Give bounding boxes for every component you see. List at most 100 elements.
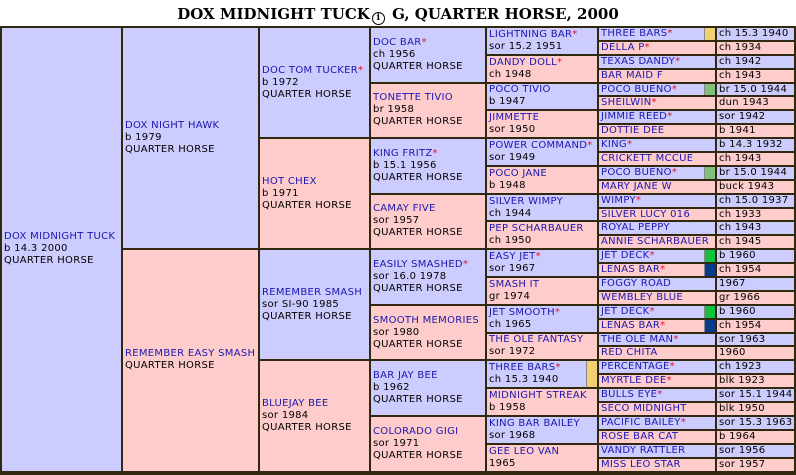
horse-name-link[interactable]: FOGGY ROAD	[601, 278, 672, 289]
horse-name-line: PACIFIC BAILEY*	[601, 417, 686, 429]
horse-name-link[interactable]: COLORADO GIGI	[373, 425, 459, 437]
horse-name-link[interactable]: THREE BARS	[601, 28, 668, 39]
horse-name-link[interactable]: DOC TOM TUCKER	[262, 64, 358, 76]
horse-name-link[interactable]: SHEILWIN	[601, 97, 652, 109]
horse-details: gr 1966	[717, 291, 794, 304]
horse-name-link[interactable]: KING	[601, 139, 627, 151]
horse-name-link[interactable]: THE OLE FANTASY	[489, 334, 584, 346]
horse-name-link[interactable]: POCO BUENO	[601, 83, 672, 95]
horse-name-link[interactable]: LENAS BAR	[601, 264, 661, 276]
horse-name-link[interactable]: BAR MAID F	[601, 69, 663, 81]
horse-name-link[interactable]: BLUEJAY BEE	[262, 397, 329, 409]
horse-name-link[interactable]: POCO TIVIO	[489, 84, 551, 96]
horse-details: ch 15.3 1940	[489, 374, 559, 386]
horse-name-link[interactable]: MIDNIGHT STREAK	[489, 390, 587, 402]
horse-name-link[interactable]: REMEMBER SMASH	[262, 286, 363, 298]
horse-name-link[interactable]: POWER COMMAND	[489, 140, 588, 152]
horse-details: ch 1943	[717, 222, 794, 235]
horse-details: sor 1957	[717, 458, 794, 471]
horse-name-link[interactable]: DOX NIGHT HAWK	[125, 120, 220, 132]
horse-name-link[interactable]: SECO MIDNIGHT	[601, 403, 687, 414]
horse-name-line: MYRTLE DEE*	[601, 375, 672, 387]
horse-name-link[interactable]: SMASH IT	[489, 278, 540, 290]
horse-details: 1965	[489, 457, 516, 469]
horse-name-link[interactable]: JET DECK	[601, 305, 650, 317]
horse-name-link[interactable]: POCO JANE	[489, 167, 548, 179]
horse-name-link[interactable]: JET DECK	[601, 250, 650, 262]
horse-name-link[interactable]: RED CHITA	[601, 347, 658, 359]
horse-name-line: CRICKETT MCCUE	[601, 153, 693, 165]
horse-name-link[interactable]: VANDY RATTLER	[601, 444, 686, 456]
pedigree-cell-sire: JET DECK*	[599, 305, 715, 318]
horse-name-link[interactable]: CAMAY FIVE	[373, 203, 436, 215]
horse-name-link[interactable]: THE OLE MAN	[601, 333, 674, 345]
horse-name-link[interactable]: CRICKETT MCCUE	[601, 153, 694, 164]
horse-name-link[interactable]: ROYAL PEPPY	[601, 222, 670, 234]
horse-name-link[interactable]: EASILY SMASHED	[373, 259, 463, 271]
horse-name-link[interactable]: SMOOTH MEMORIES	[373, 314, 480, 326]
horse-name-link[interactable]: ANNIE SCHARBAUER	[601, 236, 709, 248]
horse-name-link[interactable]: BULLS EYE	[601, 389, 658, 401]
horse-details: br 15.0 1944	[717, 83, 794, 96]
horse-name-link[interactable]: PACIFIC BAILEY	[601, 416, 681, 428]
horse-name-link[interactable]: ROSE BAR CAT	[601, 430, 679, 442]
horse-name-link[interactable]: DOC BAR	[373, 36, 422, 48]
info-circle-icon[interactable]: i	[371, 12, 385, 25]
horse-name-link[interactable]: KING FRITZ	[373, 147, 433, 159]
horse-name-link[interactable]: JIMMIE REED	[601, 111, 668, 123]
horse-details: ch 1923	[717, 361, 794, 374]
horse-name-link[interactable]: DOTTIE DEE	[601, 125, 665, 137]
horse-details: sor 15.3 1963	[717, 416, 794, 429]
horse-name-link[interactable]: JIMMETTE	[489, 112, 540, 124]
horse-name-link[interactable]: PEP SCHARBAUER	[489, 223, 584, 235]
cell-text: THREE BARS* ch 15.3 1940	[489, 362, 561, 386]
pedigree-cell-sire: KING FRITZ* b 15.1 1956 QUARTER HORSE	[371, 139, 485, 193]
horse-name-link[interactable]: MISS LEO STAR	[601, 458, 681, 470]
horse-details: sor SI-90 1985	[262, 298, 340, 310]
pedigree-cell-dam: SHEILWIN*	[599, 97, 715, 110]
star-marker: *	[660, 264, 666, 276]
horse-name-line: ROSE BAR CAT	[601, 431, 678, 443]
horse-name-line: SILVER WIMPY	[489, 196, 595, 208]
horse-breed: QUARTER HORSE	[373, 60, 463, 72]
horse-breed: QUARTER HORSE	[373, 116, 463, 128]
horse-name-link[interactable]: REMEMBER EASY SMASH	[125, 348, 256, 360]
horse-name-link[interactable]: EASY JET	[489, 251, 536, 263]
horse-name-link[interactable]: KING BAR BAILEY	[489, 417, 580, 429]
horse-name-link[interactable]: SILVER LUCY 016	[601, 208, 691, 220]
pedigree-cell-sire: EASY JET* sor 1967	[487, 250, 597, 277]
horse-details: ch 1965	[489, 318, 532, 330]
horse-name-link[interactable]: JET SMOOTH	[489, 306, 555, 318]
star-marker: *	[660, 319, 666, 331]
horse-name-line: JET DECK*	[601, 250, 655, 262]
pedigree-cell-sire: KING*	[599, 139, 715, 152]
horse-name-link[interactable]: DANDY DOLL	[489, 56, 557, 68]
horse-name-link[interactable]: LIGHTNING BAR	[489, 28, 573, 40]
horse-name-link[interactable]: TONETTE TIVIO	[373, 92, 453, 104]
horse-name-link[interactable]: WIMPY	[601, 194, 636, 206]
pedigree-cell-sire: BULLS EYE*	[599, 389, 715, 402]
horse-name-line: JIMMETTE	[489, 112, 595, 124]
horse-details: b 1948	[489, 179, 526, 191]
horse-details: ch 15.3 1940	[717, 28, 794, 40]
star-marker: *	[644, 41, 650, 53]
horse-name-link[interactable]: DELLA P	[601, 41, 645, 53]
horse-name-link[interactable]: HOT CHEX	[262, 175, 317, 187]
horse-details: sor 1972	[489, 346, 536, 358]
horse-name-link[interactable]: PERCENTAGE	[601, 361, 670, 373]
horse-name-link[interactable]: WEMBLEY BLUE	[601, 291, 684, 303]
horse-name-line: TEXAS DANDY*	[601, 56, 680, 68]
horse-name-link[interactable]: THREE BARS	[489, 362, 556, 374]
horse-name-link[interactable]: BAR JAY BEE	[373, 370, 438, 382]
pedigree-cell-dam: THE OLE FANTASY sor 1972	[487, 333, 597, 360]
horse-name-link[interactable]: MARY JANE W	[601, 180, 672, 192]
horse-name-link[interactable]: TEXAS DANDY	[601, 55, 676, 67]
horse-name-link[interactable]: MYRTLE DEE	[601, 375, 667, 387]
horse-name-link[interactable]: SILVER WIMPY	[489, 195, 564, 207]
horse-name-link[interactable]: POCO BUENO	[601, 166, 672, 178]
horse-name-link[interactable]: DOX MIDNIGHT TUCK	[4, 231, 116, 243]
horse-name-link[interactable]: LENAS BAR	[601, 319, 661, 331]
horse-name-link[interactable]: GEE LEO VAN	[489, 445, 560, 457]
star-marker: *	[657, 389, 663, 401]
star-marker: *	[651, 97, 657, 109]
